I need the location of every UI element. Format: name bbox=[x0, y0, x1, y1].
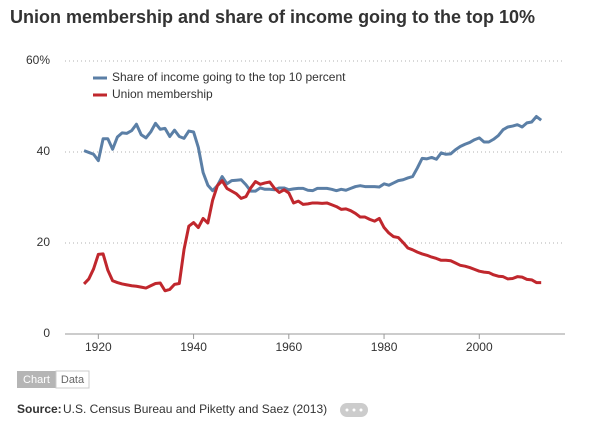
chart-title: Union membership and share of income goi… bbox=[10, 7, 535, 27]
x-tick-label: 1940 bbox=[180, 340, 207, 354]
tab-data[interactable]: Data bbox=[61, 374, 85, 386]
legend-label: Union membership bbox=[112, 87, 213, 101]
x-tick-label: 1960 bbox=[275, 340, 302, 354]
y-tick-label: 20 bbox=[37, 235, 51, 249]
more-button[interactable] bbox=[340, 403, 368, 417]
tab-data-bg[interactable] bbox=[55, 370, 90, 389]
x-tick-label: 1980 bbox=[371, 340, 398, 354]
series-line bbox=[83, 115, 543, 193]
x-tick-label: 1920 bbox=[85, 340, 112, 354]
tab-chart-bg[interactable] bbox=[17, 371, 56, 388]
y-tick-label: 60% bbox=[26, 53, 50, 67]
series-line bbox=[82, 179, 542, 293]
legend-label: Share of income going to the top 10 perc… bbox=[112, 70, 346, 84]
x-tick-label: 2000 bbox=[466, 340, 493, 354]
tab-chart[interactable]: Chart bbox=[23, 374, 50, 386]
dot bbox=[352, 408, 356, 412]
source-text: U.S. Census Bureau and Piketty and Saez … bbox=[63, 402, 327, 416]
y-tick-label: 40 bbox=[37, 144, 51, 158]
source-label: Source: bbox=[17, 402, 62, 416]
dot bbox=[345, 408, 349, 412]
y-tick-label: 0 bbox=[43, 326, 50, 340]
dot bbox=[359, 408, 363, 412]
